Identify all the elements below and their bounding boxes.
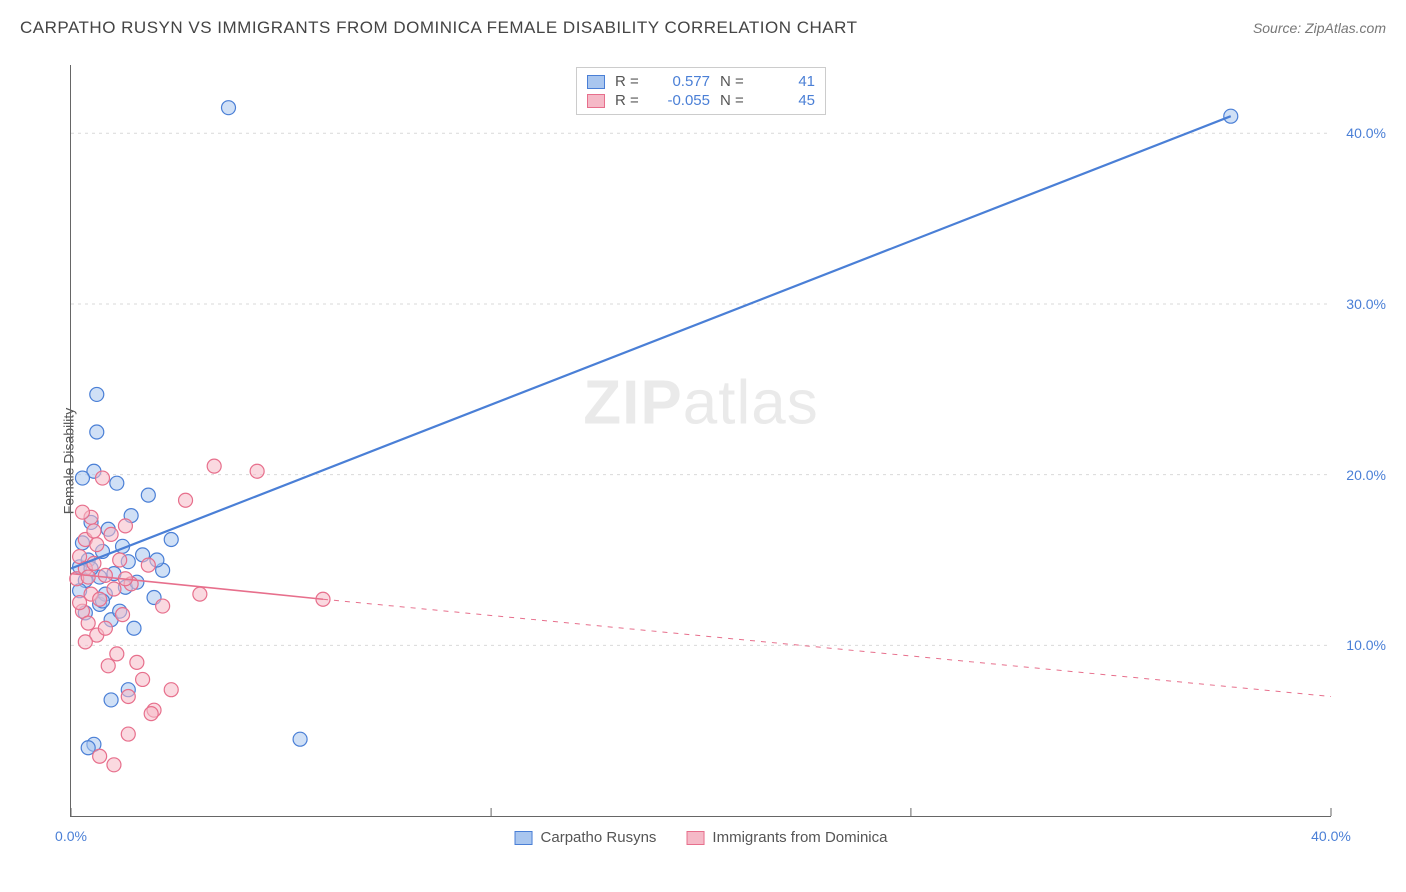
scatter-point xyxy=(222,101,236,115)
legend-item: Immigrants from Dominica xyxy=(686,829,887,846)
legend-r-label: R = xyxy=(615,92,645,109)
legend-series-name: Immigrants from Dominica xyxy=(712,829,887,846)
scatter-point xyxy=(73,596,87,610)
legend-r-value: 0.577 xyxy=(655,73,710,90)
scatter-point xyxy=(81,570,95,584)
scatter-point xyxy=(164,683,178,697)
legend-swatch xyxy=(587,94,605,108)
header-bar: CARPATHO RUSYN VS IMMIGRANTS FROM DOMINI… xyxy=(20,18,1386,38)
scatter-point xyxy=(141,488,155,502)
legend-series-name: Carpatho Rusyns xyxy=(541,829,657,846)
scatter-point xyxy=(90,538,104,552)
scatter-point xyxy=(110,476,124,490)
plot-container: Female Disability ZIPatlas R =0.577N =41… xyxy=(25,55,1381,867)
scatter-point xyxy=(164,532,178,546)
scatter-point xyxy=(107,582,121,596)
plot-area: ZIPatlas R =0.577N =41R =-0.055N =45 Car… xyxy=(70,65,1331,817)
scatter-point xyxy=(144,707,158,721)
scatter-point xyxy=(101,659,115,673)
scatter-point xyxy=(104,693,118,707)
scatter-point xyxy=(250,464,264,478)
scatter-point xyxy=(207,459,221,473)
scatter-point xyxy=(104,527,118,541)
scatter-point xyxy=(81,616,95,630)
legend-n-label: N = xyxy=(720,92,750,109)
trend-line-extrapolated xyxy=(323,599,1331,696)
trend-line xyxy=(71,116,1231,568)
scatter-point xyxy=(127,621,141,635)
legend-swatch xyxy=(686,831,704,845)
scatter-point xyxy=(78,635,92,649)
scatter-point xyxy=(98,568,112,582)
scatter-point xyxy=(110,647,124,661)
scatter-point xyxy=(193,587,207,601)
scatter-point xyxy=(90,425,104,439)
scatter-point xyxy=(121,690,135,704)
chart-svg xyxy=(71,65,1331,816)
chart-title: CARPATHO RUSYN VS IMMIGRANTS FROM DOMINI… xyxy=(20,18,857,38)
scatter-point xyxy=(93,749,107,763)
scatter-point xyxy=(130,655,144,669)
scatter-point xyxy=(141,558,155,572)
scatter-point xyxy=(156,599,170,613)
legend-n-value: 41 xyxy=(760,73,815,90)
scatter-point xyxy=(136,672,150,686)
scatter-point xyxy=(293,732,307,746)
legend-item: Carpatho Rusyns xyxy=(515,829,657,846)
scatter-point xyxy=(90,387,104,401)
legend-swatch xyxy=(515,831,533,845)
legend-swatch xyxy=(587,75,605,89)
x-tick-label: 0.0% xyxy=(55,828,87,844)
legend-correlation: R = 0.577 N = 41 R = -0.055 N = 45 xyxy=(576,67,826,115)
scatter-point xyxy=(93,592,107,606)
y-tick-label: 20.0% xyxy=(1346,467,1386,483)
scatter-point xyxy=(121,727,135,741)
scatter-point xyxy=(116,608,130,622)
x-tick-label: 40.0% xyxy=(1311,828,1351,844)
scatter-point xyxy=(75,471,89,485)
scatter-point xyxy=(75,505,89,519)
source-label: Source: ZipAtlas.com xyxy=(1253,20,1386,36)
legend-row: R = 0.577 N = 41 xyxy=(587,72,815,91)
scatter-point xyxy=(118,519,132,533)
y-tick-label: 30.0% xyxy=(1346,296,1386,312)
scatter-point xyxy=(107,758,121,772)
legend-n-label: N = xyxy=(720,73,750,90)
legend-r-value: -0.055 xyxy=(655,92,710,109)
y-tick-label: 40.0% xyxy=(1346,125,1386,141)
scatter-point xyxy=(179,493,193,507)
legend-r-label: R = xyxy=(615,73,645,90)
scatter-point xyxy=(96,471,110,485)
y-tick-label: 10.0% xyxy=(1346,637,1386,653)
scatter-point xyxy=(98,621,112,635)
scatter-point xyxy=(113,553,127,567)
legend-row: R = -0.055 N = 45 xyxy=(587,91,815,110)
legend-series: Carpatho Rusyns Immigrants from Dominica xyxy=(515,829,888,846)
legend-n-value: 45 xyxy=(760,92,815,109)
scatter-point xyxy=(87,524,101,538)
